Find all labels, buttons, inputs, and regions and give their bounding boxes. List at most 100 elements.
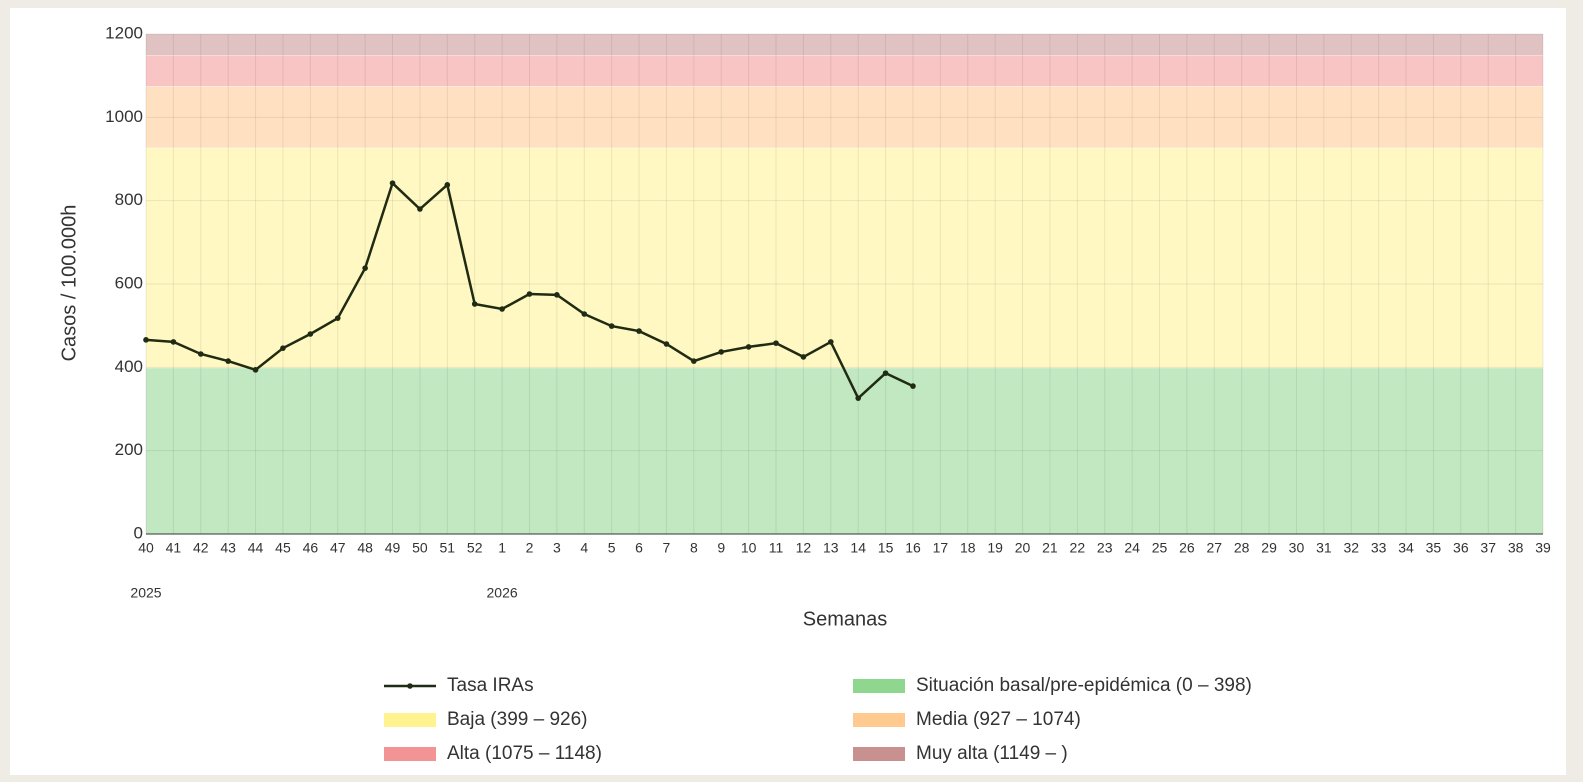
x-tick-label: 17 [933,540,949,556]
data-point [389,180,396,186]
data-point [471,301,478,307]
x-tick-label: 24 [1124,540,1140,556]
data-point [225,358,231,364]
y-tick-label: 800 [115,190,143,209]
x-tick-label: 9 [717,540,725,556]
data-point [718,349,725,355]
band [146,86,1543,148]
x-tick-label: 18 [960,540,976,556]
x-tick-label: 37 [1480,540,1496,556]
data-point [280,345,286,351]
y-axis-label: Casos / 100.000h [58,205,80,362]
y-tick-label: 1000 [105,107,143,126]
data-point [417,206,423,212]
data-point [608,323,615,329]
legend-marker [407,683,413,689]
x-tick-label: 29 [1261,540,1277,556]
x-tick-label: 15 [878,540,894,556]
x-tick-label: 22 [1070,540,1086,556]
data-point [663,341,670,347]
band [146,148,1543,368]
x-tick-label: 43 [220,540,236,556]
x-tick-label: 46 [303,540,319,556]
data-point [910,383,916,389]
x-tick-label: 36 [1453,540,1469,556]
x-tick-label: 45 [275,540,291,556]
x-tick-label: 6 [635,540,643,556]
x-tick-label: 23 [1097,540,1113,556]
legend-label: Media (927 – 1074) [916,709,1081,730]
x-tick-label: 13 [823,540,839,556]
x-tick-label: 28 [1234,540,1250,556]
x-tick-label: 16 [905,540,921,556]
x-tick-label: 51 [440,540,456,556]
data-point [444,182,451,188]
x-tick-label: 8 [690,540,698,556]
legend-label: Alta (1075 – 1148) [447,743,602,764]
x-tick-label: 44 [248,540,264,556]
y-tick-label: 600 [115,273,143,292]
data-point [773,340,779,346]
x-tick-label: 50 [412,540,428,556]
legend-swatch [853,679,905,693]
y-tick-label: 1200 [105,23,143,42]
x-tick-label: 52 [467,540,483,556]
x-tick-label: 42 [193,540,209,556]
x-tick-label: 40 [138,540,154,556]
legend-label: Baja (399 – 926) [447,709,588,730]
band [146,55,1543,87]
legend-swatch [853,747,905,761]
x-tick-label: 5 [608,540,616,556]
y-tick-label: 200 [115,440,143,459]
x-tick-label: 30 [1289,540,1305,556]
x-tick-label: 31 [1316,540,1332,556]
x-tick-label: 47 [330,540,346,556]
band [146,368,1543,534]
x-tick-label: 7 [663,540,671,556]
x-tick-label: 10 [741,540,757,556]
x-tick-label: 21 [1042,540,1058,556]
data-point [143,337,149,343]
x-tick-label: 25 [1152,540,1168,556]
x-tick-label: 27 [1207,540,1223,556]
data-point [800,354,807,360]
x-tick-label: 26 [1179,540,1195,556]
legend-swatch [384,713,436,727]
x-axis-label: Semanas [803,608,888,630]
x-tick-label: 2 [526,540,534,556]
x-tick-label: 20 [1015,540,1031,556]
data-point [170,339,177,345]
data-point [307,331,314,337]
x-tick-label: 33 [1371,540,1387,556]
data-point [252,367,259,373]
x-tick-label: 34 [1398,540,1414,556]
data-point [636,328,642,334]
x-tick-label: 1 [498,540,506,556]
x-tick-label: 41 [166,540,182,556]
data-point [362,265,368,271]
legend-swatch [384,747,436,761]
x-tick-label: 35 [1426,540,1442,556]
legend-swatch [853,713,905,727]
y-tick-label: 0 [134,523,143,542]
x-tick-label: 32 [1343,540,1359,556]
legend-label: Tasa IRAs [447,675,534,696]
x-tick-label: 12 [796,540,812,556]
data-point [526,291,533,297]
y-tick-label: 400 [115,357,143,376]
x-tick-label: 3 [553,540,561,556]
x-tick-label: 11 [769,540,784,556]
data-point [554,292,560,298]
x-tick-label: 19 [987,540,1003,556]
x-tick-label: 4 [580,540,588,556]
data-point [882,370,889,376]
data-point [855,395,861,401]
data-point [581,311,588,317]
x-tick-label: 48 [357,540,373,556]
data-point [499,306,505,312]
year-label: 2025 [130,585,161,601]
data-point [691,358,697,364]
x-tick-label: 49 [385,540,401,556]
data-point [197,351,204,357]
